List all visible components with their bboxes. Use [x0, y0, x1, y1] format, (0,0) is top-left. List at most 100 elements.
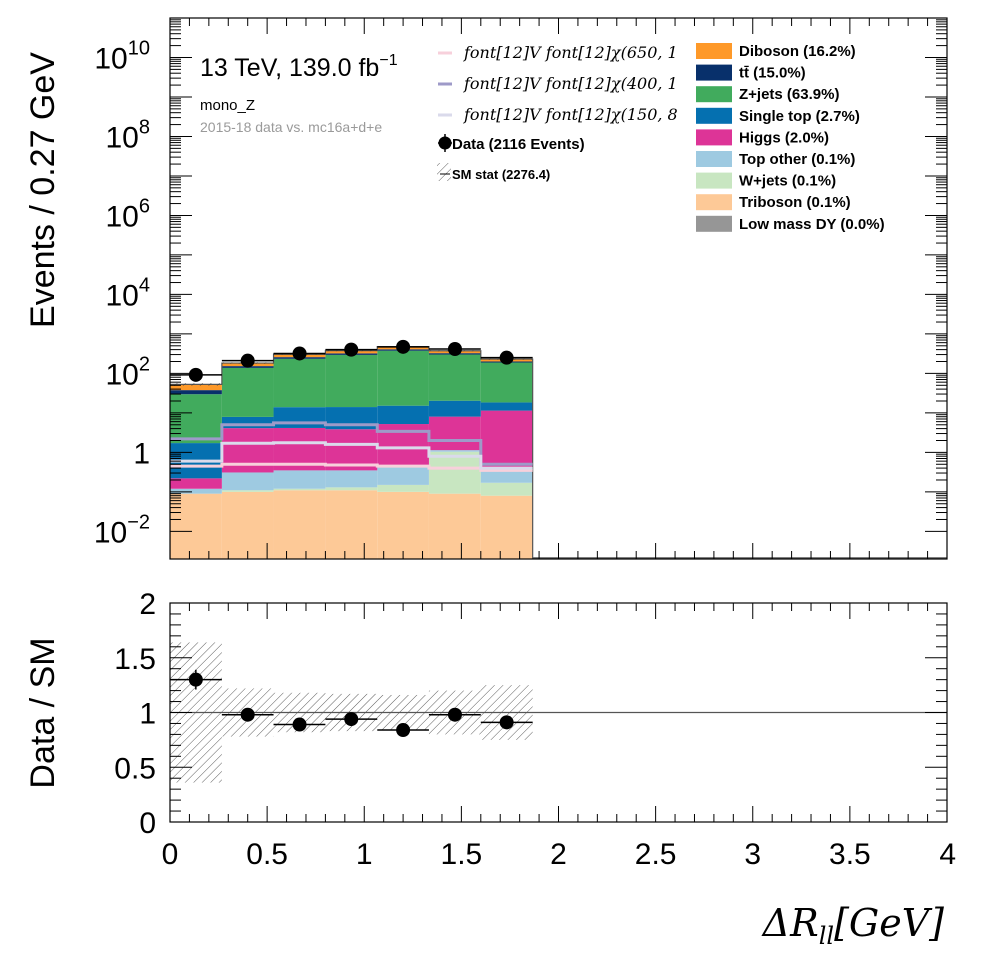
stack-bar-2-5	[428, 450, 481, 452]
tick-exponent: 2	[139, 353, 150, 375]
stack-bar-4-2	[273, 407, 326, 428]
x-tick-label-2: 1	[356, 838, 373, 871]
stack-bar-5-2	[273, 358, 326, 408]
x-tick-label-8: 4	[939, 838, 956, 871]
stack-bar-1-6	[480, 482, 533, 496]
ratio-point-4	[396, 723, 411, 738]
x-tick-label-6: 3	[744, 838, 761, 871]
stack-bar-6-0	[170, 390, 222, 395]
tick-base: 10	[106, 279, 139, 312]
legend-label-1: tt̄ (15.0%)	[739, 64, 806, 81]
stack-bar-2-0	[170, 488, 222, 494]
stack-bar-3-0	[170, 478, 222, 489]
stack-bar-5-3	[325, 354, 378, 408]
data-legend-label: Data (2116 Events)	[452, 136, 585, 153]
data-point-5	[447, 341, 462, 356]
legend-swatch-0	[696, 43, 732, 59]
x-tick-label-7: 3.5	[829, 838, 871, 871]
stack-bar-0-0	[170, 493, 222, 559]
legend-label-5: Top other (0.1%)	[739, 151, 855, 168]
legend-label-6: W+jets (0.1%)	[739, 173, 836, 190]
data-point-4	[396, 339, 411, 354]
stack-bar-7-0	[170, 384, 222, 391]
stack-bar-3-6	[480, 410, 533, 468]
sm-stat-legend-entry: SM stat (2276.4)	[437, 163, 550, 182]
x-tick-label-1: 0.5	[246, 838, 288, 871]
tick-exponent: −2	[127, 511, 150, 533]
signal-line-1	[170, 421, 533, 466]
energy-lumi-label: 13 TeV, 139.0 fb−1	[200, 52, 398, 82]
main-y-tick-label-0: 10−2	[94, 511, 150, 549]
legend-label-2: Z+jets (63.9%)	[739, 86, 839, 103]
stack-bar-5-5	[428, 354, 481, 401]
stack-bar-0-3	[325, 490, 378, 559]
legend-label-0: Diboson (16.2%)	[739, 43, 856, 60]
ratio-point-0	[188, 672, 203, 687]
ratio-point-2	[292, 717, 307, 732]
legend-swatch-3	[696, 107, 732, 124]
stack-bar-0-1	[221, 491, 274, 559]
legend-label-3: Single top (2.7%)	[739, 108, 860, 125]
main-y-tick-label-1: 1	[133, 437, 150, 470]
ratio-y-tick-label-0: 0	[139, 807, 156, 840]
ratio-y-tick-label-1: 0.5	[114, 752, 156, 785]
x-axis-title: ΔRll[GeV]	[761, 901, 945, 950]
main-y-tick-label-3: 104	[106, 274, 151, 312]
ratio-point-1	[240, 707, 255, 722]
tick-exponent: 6	[139, 195, 150, 217]
stack-bar-4-4	[377, 405, 429, 425]
legend-swatch-6	[696, 172, 732, 189]
legend-swatch-7	[696, 194, 732, 211]
stack-bar-0-5	[428, 493, 481, 559]
data-point-6	[499, 350, 514, 365]
legend-swatch-8	[696, 215, 732, 232]
stack-bar-2-2	[273, 470, 326, 489]
main-y-tick-label-2: 102	[106, 353, 151, 391]
ratio-point-5	[447, 707, 462, 722]
legend-swatch-5	[696, 151, 732, 167]
ratio-y-tick-label-3: 1.5	[114, 643, 156, 676]
stack-bar-1-3	[325, 487, 378, 491]
dataset-label: 2015-18 data vs. mc16a+d+e	[200, 119, 382, 135]
signal-line-2	[170, 441, 533, 470]
stack-bar-2-4	[377, 467, 429, 485]
main-y-tick-label-4: 106	[106, 195, 151, 233]
x-tick-label-4: 2	[550, 838, 567, 871]
stack-bar-4-5	[428, 400, 481, 417]
ratio-point-3	[344, 712, 359, 727]
stack-bar-2-1	[221, 472, 274, 491]
stat-band-0	[170, 383, 222, 386]
main-y-tick-label-5: 108	[106, 116, 151, 154]
x-tick-label-0: 0	[162, 838, 179, 871]
stack-bar-3-5	[428, 416, 481, 451]
legend-label-4: Higgs (2.0%)	[739, 129, 829, 146]
stack-bar-5-4	[377, 350, 429, 406]
stack-bar-5-1	[221, 367, 274, 417]
stack-bar-1-4	[377, 484, 429, 492]
tick-exponent: 4	[139, 274, 150, 296]
stack-bar-0-6	[480, 495, 533, 559]
tick-exponent: 8	[139, 116, 150, 138]
main-y-tick-label-6: 1010	[94, 37, 150, 75]
x-tick-label-5: 2.5	[635, 838, 677, 871]
tick-base: 10	[106, 358, 139, 391]
stack-bar-1-2	[273, 488, 326, 491]
signal-legend: font[12]V font[12]χ(650, 1 font[12]V font…	[438, 43, 678, 124]
tick-base: 1	[133, 437, 150, 470]
background-legend: Diboson (16.2%) tt̄ (15.0%) Z+jets (63.9%)…	[696, 43, 885, 233]
stack-bar-2-3	[325, 470, 378, 488]
tick-exponent: 10	[128, 37, 150, 59]
legend-label-7: Triboson (0.1%)	[739, 194, 851, 211]
ratio-y-axis-title: Data / SM	[24, 637, 62, 788]
signal-legend-label-2: font[12]V font[12]χ(150, 8	[463, 105, 678, 124]
stack-bar-1-1	[221, 490, 274, 492]
data-legend-entry: Data (2116 Events)	[438, 134, 585, 153]
stack-bar-0-4	[377, 491, 429, 559]
data-point-1	[240, 353, 255, 368]
stack-bar-5-6	[480, 362, 533, 403]
x-tick-label-3: 1.5	[441, 838, 483, 871]
main-y-axis-title: Events / 0.27 GeV	[24, 52, 62, 328]
stack-bar-1-5	[428, 451, 481, 494]
